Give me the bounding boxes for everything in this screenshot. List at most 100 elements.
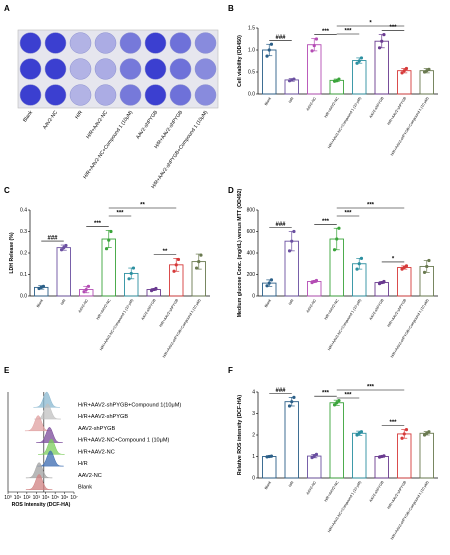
plate-well	[69, 32, 92, 54]
plate-well-label: H/R+AAV2-NC	[85, 109, 109, 140]
data-point	[62, 246, 66, 250]
data-point	[290, 400, 294, 404]
y-tick-label: 800	[247, 208, 256, 214]
legend-label: AAV2-NC	[78, 473, 102, 479]
plate-well	[144, 84, 167, 106]
panel-a-plate-image: Blank AAV2-NC H/R H/R+AAV2-NCH/R+AAV2-NC+Co…	[17, 29, 219, 190]
panel-f-relative-ros-chart: 0 1 2 3 4 Relative ROS intensity (DCF-HA) Blan…	[237, 385, 438, 540]
data-point	[314, 278, 319, 283]
x-tick-label: 10¹	[14, 495, 22, 501]
plate-well	[169, 84, 192, 106]
y-tick-label: 0.4	[20, 208, 27, 214]
data-point	[400, 267, 404, 271]
data-point	[404, 264, 409, 268]
data-point	[314, 37, 319, 41]
y-tick-label: 1.0	[248, 48, 255, 54]
data-point	[337, 77, 341, 81]
data-point	[41, 284, 46, 288]
y-axis-title: Medium glucose Conc. (mg/dL) versus MTT …	[237, 188, 243, 317]
plate-well	[94, 84, 117, 106]
legend-label: Blank	[78, 485, 92, 491]
data-point	[107, 238, 111, 242]
data-point	[314, 452, 319, 456]
plate-well-label: H/R+AAV2-NC+Compound 1 (10μM)	[82, 109, 134, 180]
x-tick-label: Blank	[36, 298, 44, 308]
plate-well	[69, 58, 92, 80]
data-point	[427, 430, 431, 434]
significance-label: ***	[94, 221, 102, 227]
data-point	[335, 79, 339, 83]
significance-label: ***	[344, 393, 352, 399]
x-tick-label: AAV2-shPYGB	[369, 298, 385, 321]
legend-label: H/R+AAV2-shPYGB+Compound 1(10μM)	[78, 402, 181, 408]
plate-well	[119, 84, 142, 106]
panel-b-cell-viability-chart: 0.0 0.5 1.0 1.5 Cell viability (OD450) Blank H…	[237, 21, 438, 156]
plate-well	[169, 32, 192, 54]
bar	[374, 282, 389, 297]
x-tick-label: Blank	[264, 480, 272, 490]
data-point	[287, 404, 292, 408]
x-tick-label: H/R	[288, 480, 295, 488]
y-tick-label: 1.5	[248, 26, 255, 32]
data-point	[172, 269, 176, 273]
significance-label: ***	[344, 211, 352, 217]
data-point	[199, 253, 203, 257]
data-point	[265, 284, 269, 288]
x-tick-label: 10⁷	[70, 495, 78, 501]
significance-label: *	[392, 256, 395, 262]
y-tick-label: 200	[247, 272, 256, 278]
plate-well-label: H/R	[74, 109, 84, 120]
data-point	[382, 454, 386, 458]
x-tick-label: H/R+AAV2-shPYGB+Compound 1 (10 μM)	[162, 298, 202, 358]
data-point	[355, 433, 359, 437]
y-axis-title: LDH Release (%)	[9, 232, 15, 273]
plate-well-label: H/R+AAV2-shPYGB+Compound 1 (10μM)	[150, 109, 209, 189]
data-point	[335, 401, 339, 405]
data-point	[104, 247, 109, 251]
histogram-curve	[36, 426, 63, 443]
x-tick-label: 10⁵	[51, 495, 59, 501]
histogram-curve	[33, 391, 60, 408]
x-tick-label: H/R+AAV2-NC	[324, 298, 340, 320]
x-tick-label: Blank	[264, 96, 272, 106]
data-point	[292, 395, 296, 399]
panel-d-glucose-chart: 0 200 400 600 800 Medium glucose Conc. (mg/dL…	[237, 188, 438, 358]
data-point	[357, 59, 361, 63]
data-point	[267, 48, 271, 52]
x-tick-label: AAV2-shPYGB	[369, 96, 385, 119]
data-point	[357, 262, 361, 266]
significance-label: ***	[367, 203, 375, 209]
bar	[307, 281, 322, 297]
significance-label: ***	[322, 391, 330, 397]
data-point	[427, 67, 431, 71]
bar	[374, 456, 389, 479]
x-tick-label: H/R+AAV2-shPYGB+Compound 1 (10 μM)	[390, 298, 430, 358]
data-point	[84, 287, 88, 292]
significance-label: ***	[344, 29, 352, 35]
data-point	[355, 61, 359, 65]
data-point	[265, 54, 269, 58]
data-point	[402, 432, 406, 436]
data-point	[64, 243, 68, 248]
plate-well	[169, 58, 192, 80]
histogram-curve	[25, 462, 53, 479]
data-point	[292, 229, 296, 234]
plate-well	[144, 58, 167, 80]
x-tick-label: 10²	[23, 495, 31, 501]
legend-label: H/R+AAV2-shPYGB	[78, 414, 128, 420]
x-tick-label: AAV2-shPYGB	[369, 480, 385, 503]
data-point	[402, 265, 406, 270]
data-point	[154, 286, 158, 291]
x-tick-label: AAV2-NC	[306, 96, 318, 111]
plate-well	[19, 58, 42, 80]
significance-label: ###	[275, 35, 286, 41]
data-point	[400, 436, 404, 440]
y-tick-label: 0.5	[248, 70, 255, 76]
data-point	[337, 399, 341, 403]
y-tick-label: 4	[252, 390, 255, 396]
data-point	[400, 71, 404, 75]
data-point	[290, 239, 294, 243]
data-point	[404, 428, 409, 432]
